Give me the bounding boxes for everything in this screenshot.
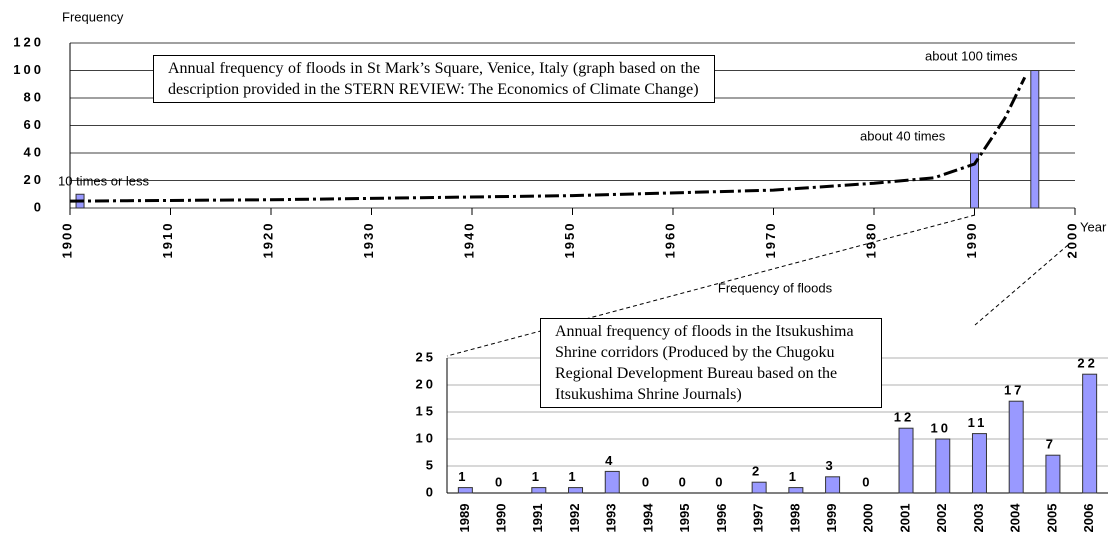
chart-title: Annual frequency of floods in St Mark’s …	[153, 55, 715, 103]
y-tick-label: 100	[13, 62, 44, 77]
data-label: 0	[862, 474, 872, 489]
x-tick-label: 1970	[763, 222, 778, 259]
y-tick-label: 80	[24, 89, 44, 104]
x-tick-label: 1991	[530, 504, 545, 533]
bar	[568, 487, 584, 494]
y-tick-label: 15	[416, 403, 436, 418]
bar	[531, 487, 547, 494]
data-label: 0	[715, 474, 725, 489]
bar	[1008, 400, 1024, 494]
bar	[457, 487, 473, 494]
x-tick-label: 2002	[934, 504, 949, 533]
x-tick-label: 1940	[461, 222, 476, 259]
y-tick-label: 40	[24, 144, 44, 159]
bar	[970, 152, 979, 209]
y-tick-label: 20	[24, 172, 44, 187]
data-label: 1	[568, 469, 578, 484]
x-tick-label: 1990	[964, 222, 979, 259]
trend-line	[69, 76, 1027, 203]
zoom-line	[446, 214, 976, 357]
bar	[898, 427, 914, 494]
x-tick-label: 1920	[260, 222, 275, 259]
bar	[751, 481, 767, 494]
x-tick-label: 1989	[457, 504, 472, 533]
data-label: 4	[605, 453, 615, 468]
x-tick-label: 1910	[160, 222, 175, 259]
data-label: 12	[894, 410, 914, 425]
y-tick-label: 0	[34, 199, 44, 214]
data-label: 1	[532, 469, 542, 484]
bar	[1082, 373, 1098, 494]
annotation: 10 times or less	[58, 173, 150, 188]
x-tick-label: 1930	[361, 222, 376, 259]
zoom-line	[974, 244, 1069, 326]
x-tick-label: 1900	[59, 222, 74, 259]
bar	[1030, 70, 1040, 209]
y-tick-label: 60	[24, 117, 44, 132]
y-axis-label: Frequency of floods	[718, 280, 833, 295]
data-label: 1	[458, 469, 468, 484]
x-tick-label: 1997	[751, 504, 766, 533]
x-tick-label: 1960	[662, 222, 677, 259]
y-axis-label: Frequency	[62, 9, 124, 24]
chart-title: Annual frequency of floods in the Itsuku…	[540, 318, 882, 408]
x-tick-label: 1994	[640, 503, 655, 533]
x-tick-label: 1950	[562, 222, 577, 259]
data-label: 3	[825, 458, 835, 473]
x-tick-label: 2000	[1064, 222, 1079, 259]
x-tick-label: 1999	[824, 504, 839, 533]
x-tick-label: 1980	[863, 222, 878, 259]
data-label: 10	[931, 420, 951, 435]
data-label: 17	[1004, 383, 1024, 398]
y-tick-label: 120	[13, 34, 44, 49]
x-tick-label: 2005	[1044, 504, 1059, 533]
bar	[604, 470, 620, 494]
x-tick-label: 2003	[971, 504, 986, 533]
annotation: about 100 times	[925, 48, 1018, 63]
data-label: 11	[968, 415, 988, 430]
x-tick-label: 2006	[1081, 504, 1096, 533]
annotation: about 40 times	[860, 128, 946, 143]
x-tick-label: 1992	[567, 504, 582, 533]
x-tick-label: 1995	[677, 504, 692, 533]
data-label: 0	[642, 474, 652, 489]
data-label: 22	[1077, 356, 1097, 371]
data-label: 7	[1046, 437, 1056, 452]
x-tick-label: 1990	[494, 504, 509, 533]
x-tick-label: 2000	[861, 504, 876, 533]
y-tick-label: 5	[426, 457, 436, 472]
x-tick-label: 1996	[714, 504, 729, 533]
x-tick-label: 2001	[897, 504, 912, 533]
x-axis-label: Year	[1080, 219, 1107, 234]
bar	[971, 433, 987, 494]
y-tick-label: 20	[416, 376, 436, 391]
y-tick-label: 10	[416, 430, 436, 445]
bar	[825, 476, 841, 494]
bar	[1045, 454, 1061, 494]
x-tick-label: 1998	[787, 504, 802, 533]
data-label: 1	[789, 469, 799, 484]
bar	[788, 487, 804, 494]
data-label: 0	[495, 474, 505, 489]
x-tick-label: 2004	[1008, 503, 1023, 533]
data-label: 0	[679, 474, 689, 489]
bar	[935, 438, 951, 494]
y-tick-label: 25	[416, 349, 436, 364]
data-label: 2	[752, 464, 762, 479]
y-tick-label: 0	[426, 484, 436, 499]
x-tick-label: 1993	[604, 504, 619, 533]
